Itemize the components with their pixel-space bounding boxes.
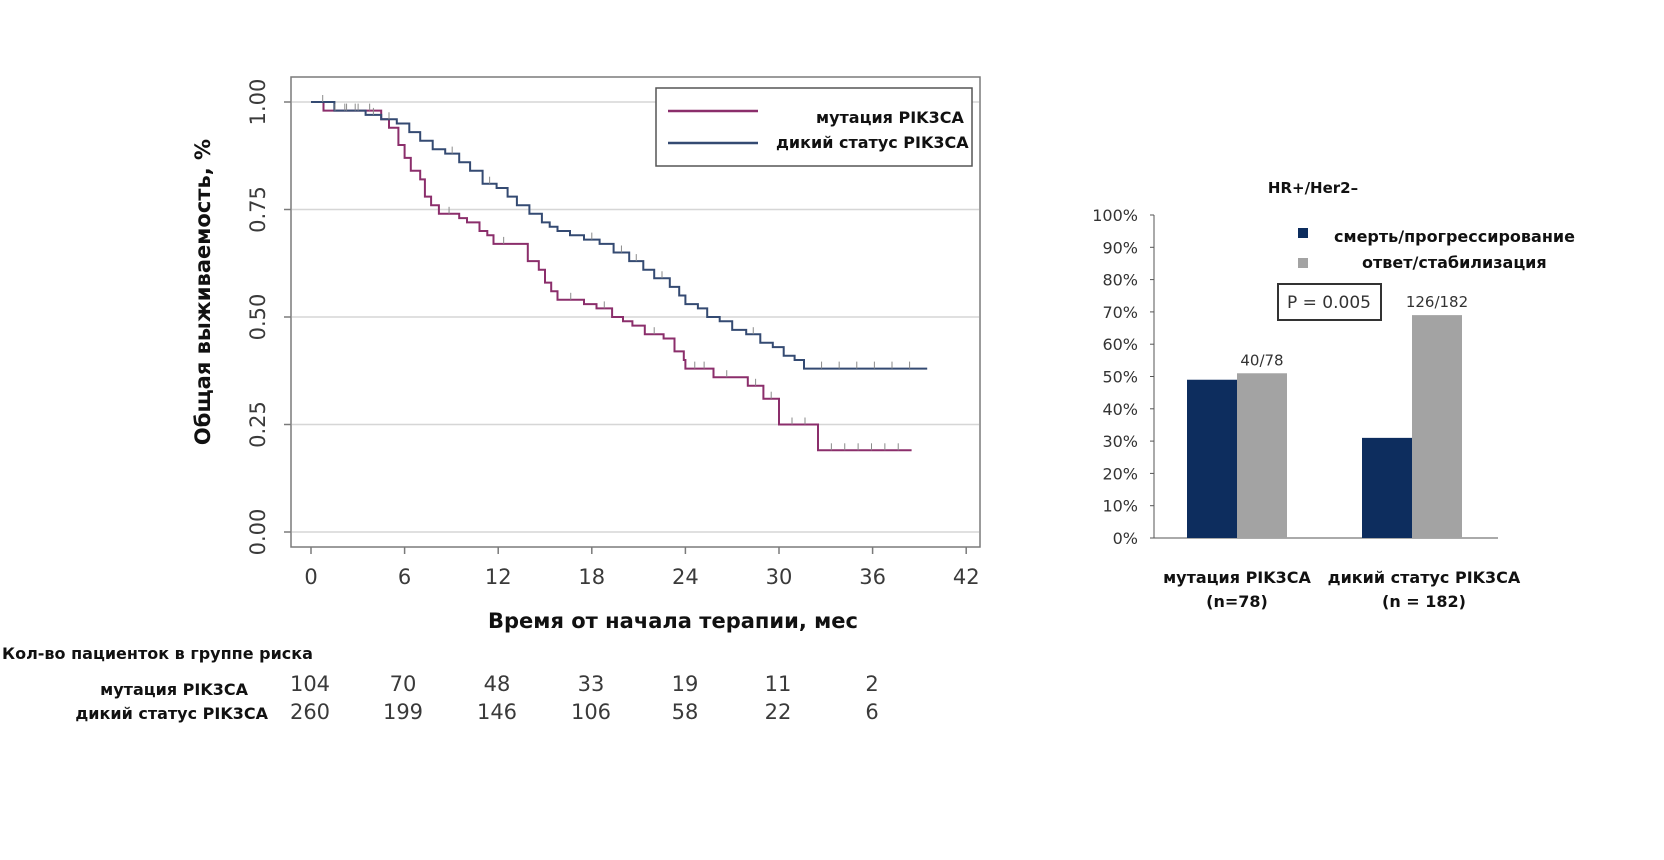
bar-y-tick-label: 90% [1102, 238, 1138, 257]
km-y-tick-label: 1.00 [246, 79, 270, 126]
bar-category-label-wild: дикий статус PIK3CA [1328, 568, 1521, 587]
at-risk-number: 58 [672, 700, 699, 724]
km-x-tick-label: 24 [672, 565, 699, 589]
bar-category-label-mutation: мутация PIK3CA [1163, 568, 1311, 587]
at-risk-number: 6 [865, 700, 878, 724]
at-risk-label-wild: дикий статус PIK3CA [75, 704, 268, 723]
bar-y-ticks: 0% 10% 20% 30% 40% 50% 60% 70% 80% 90% 100% [1092, 206, 1154, 548]
km-x-tick-label: 42 [953, 565, 980, 589]
km-y-ticks: 0.00 0.25 0.50 0.75 1.00 [246, 79, 291, 556]
km-y-axis-title: Общая выживаемость, % [191, 139, 215, 445]
bar-category-n-mutation: (n=78) [1206, 592, 1268, 611]
km-x-ticks: 0 6 12 18 24 30 36 42 [304, 547, 980, 589]
at-risk-number: 22 [765, 700, 792, 724]
bar-y-tick-label: 10% [1102, 497, 1138, 516]
km-y-tick-label: 0.50 [246, 294, 270, 341]
at-risk-number: 2 [865, 672, 878, 696]
km-lines [311, 101, 928, 452]
km-legend-label-mutation: мутация PIK3CA [816, 108, 964, 127]
km-censor-marks [322, 95, 911, 451]
km-x-axis-title: Время от начала терапии, мес [488, 609, 858, 633]
at-risk-number: 70 [390, 672, 417, 696]
km-x-tick-label: 30 [766, 565, 793, 589]
at-risk-title: Кол-во пациенток в группе риска [2, 644, 313, 663]
p-value-label: P = 0.005 [1287, 293, 1371, 313]
bar-legend-swatch-response [1298, 258, 1308, 268]
at-risk-number: 48 [484, 672, 511, 696]
km-y-tick-label: 0.75 [246, 186, 270, 233]
bar-y-tick-label: 50% [1102, 368, 1138, 387]
km-x-tick-label: 0 [304, 565, 317, 589]
at-risk-number: 19 [672, 672, 699, 696]
km-series-line-mutation [311, 101, 912, 452]
bar-y-tick-label: 30% [1102, 432, 1138, 451]
bar-death-wild [1362, 437, 1412, 538]
km-x-tick-label: 6 [398, 565, 411, 589]
bar-legend-label-death: смерть/прогрессирование [1334, 227, 1575, 246]
bar-chart-title: HR+/Her2– [1268, 179, 1358, 197]
km-legend-box [655, 87, 973, 167]
bar-data-label: 40/78 [1240, 351, 1283, 369]
bar-y-tick-label: 60% [1102, 335, 1138, 354]
bars: 40/78 126/182 [1187, 293, 1468, 538]
bar-y-tick-label: 80% [1102, 271, 1138, 290]
at-risk-number: 104 [290, 672, 330, 696]
bar-y-tick-label: 0% [1113, 529, 1138, 548]
at-risk-label-mutation: мутация PIK3CA [100, 680, 248, 699]
at-risk-number: 260 [290, 700, 330, 724]
bar-legend-label-response: ответ/стабилизация [1362, 253, 1547, 272]
km-x-tick-label: 36 [859, 565, 886, 589]
bar-legend-swatch-death [1298, 228, 1308, 238]
bar-response-wild [1412, 315, 1462, 538]
at-risk-numbers: 104 70 48 33 19 11 2 260 199 146 106 58 22 6 [290, 672, 879, 724]
km-y-tick-label: 0.00 [246, 509, 270, 556]
p-value-box [1277, 283, 1382, 321]
bar-y-tick-label: 100% [1092, 206, 1138, 225]
km-legend-label-wild: дикий статус PIK3CA [776, 133, 969, 152]
bar-y-tick-label: 40% [1102, 400, 1138, 419]
bar-y-tick-label: 20% [1102, 464, 1138, 483]
at-risk-number: 33 [578, 672, 605, 696]
at-risk-number: 199 [383, 700, 423, 724]
bar-y-tick-label: 70% [1102, 303, 1138, 322]
km-series-line-wild [311, 101, 928, 370]
at-risk-number: 146 [477, 700, 517, 724]
km-x-tick-label: 12 [485, 565, 512, 589]
bar-response-mutation [1237, 373, 1287, 538]
km-y-tick-label: 0.25 [246, 401, 270, 448]
bar-category-n-wild: (n = 182) [1382, 592, 1466, 611]
bar-death-mutation [1187, 379, 1237, 538]
bar-data-label: 126/182 [1406, 293, 1468, 311]
at-risk-number: 106 [571, 700, 611, 724]
at-risk-number: 11 [765, 672, 792, 696]
km-x-tick-label: 18 [578, 565, 605, 589]
